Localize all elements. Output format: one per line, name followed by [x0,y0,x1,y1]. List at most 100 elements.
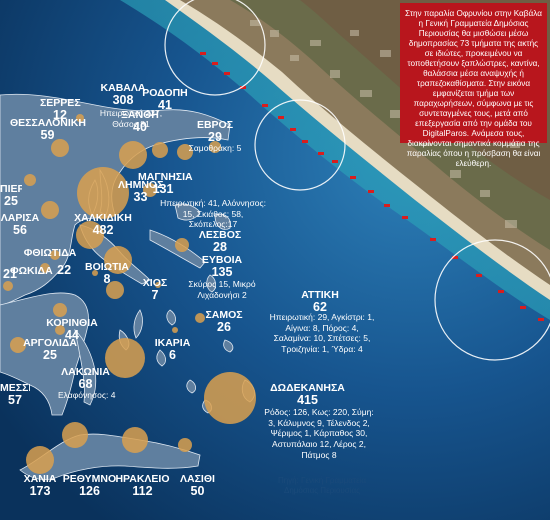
region-value: 44 [65,328,79,343]
bubble-limnos [143,183,157,197]
region-name: ΡΕΘΥΜΝΟ [62,473,117,485]
bubble-xanthi [152,142,168,158]
label-rodopi: ΡΟΔΟΠΗ 41 [140,87,190,113]
label-chalkidiki: ΧΑΛΚΙΔΙΚΗ 482 [68,212,138,237]
region-value: 22 [57,263,72,277]
bubble-lesvos [175,238,189,252]
bubble-argolida [55,325,65,335]
region-name: ΙΚΑΡΙΑ [154,337,191,349]
region-name: ΛΑΚΩΝΙΑ [61,366,110,378]
bubble-fokida [40,263,50,273]
region-name: ΧΑΝΙΑ [23,473,57,485]
bubble-larisa [41,201,59,219]
region-value: 56 [13,223,27,238]
region-value: 112 [132,484,153,499]
region-name: ΞΑΝΘΗ [121,109,159,121]
bubble-irakleio [122,427,148,453]
region-name: ΡΟΔΟΠΗ [142,87,188,99]
region-value: 7 [151,288,159,303]
bubble-fthiotida [50,250,60,260]
region-name: ΕΥΒΟΙΑ [201,254,243,266]
region-value: 6 [169,348,176,363]
bubble-evros [209,141,221,153]
bubble-magnisia [76,221,104,249]
bubble-attiki [106,281,124,299]
label-fthiotida: ΦΘΙΩΤΙΔΑ [20,247,80,259]
bubble-chalkidiki [77,167,129,219]
label-irakleio: ΗΡΑΚΛΕΙΟ 112 [115,473,170,499]
region-value: 50 [190,484,205,499]
info-box: Στην παραλία Οφρυνίου στην Καβάλα η Γενι… [400,3,547,168]
region-value: 29 [208,130,222,145]
label-evros: ΕΒΡΟΣ 29 Σαμοθράκη: 5 [185,119,245,153]
region-name: ΣΑΜΟΣ [205,309,243,321]
region-name: ΛΗΜΝΟΣ [118,179,164,191]
region-value: 415 [297,393,318,408]
bubble-lasithi [178,438,192,452]
label-serres: ΣΕΡΡΕΣ 12 [40,97,81,123]
region-name: ΚΑΒΑΛΑ [100,82,146,94]
region-value: 12 [53,108,67,123]
label-samos: ΣΑΜΟΣ 26 [200,309,248,335]
bubble-evia [104,246,132,274]
label-korinthia: ΚΟΡΙΝΘΙΑ 44 [42,317,102,343]
label-thessaloniki: ΘΕΣΣΑΛΟΝΙΚΗ 59 [10,117,86,142]
detail-dodekanisa: Ρόδος: 126, Κως: 220, Σύμη: 3, Κάλυμνος … [264,407,374,460]
region-value: 308 [112,93,134,108]
region-name: ΚΟΡΙΝΘΙΑ [46,317,98,329]
label-rethymno: ΡΕΘΥΜΝΟ 126 [62,473,117,499]
label-chania: ΧΑΝΙΑ 173 [20,473,60,498]
region-value: 28 [213,240,227,255]
region-name: ΛΕΣΒΟΣ [198,229,242,241]
region-detail: Ελαφόνησος: 4 [58,390,116,401]
region-value: 62 [313,300,327,315]
region-value: 126 [79,484,100,499]
label-argolida: ΑΡΓΟΛΙΔΑ 25 [20,337,80,363]
region-name: ΑΡΓΟΛΙΔΑ [23,337,77,349]
region-value: 8 [103,272,111,287]
label-evia: ΕΥΒΟΙΑ 135 [197,254,247,280]
bubble-achaia [3,281,13,291]
region-value: 40 [133,120,147,135]
label-kavala: ΚΑΒΑΛΑ 308 [88,82,158,108]
bubble-messinia [10,337,26,353]
region-name: ΘΕΣΣΑΛΟΝΙΚΗ [10,117,86,129]
label-fokida: ΦΩΚΙΔΑ 22 [10,262,72,279]
label-magnisia: ΜΑΓΝΗΣΙΑ 131 [138,171,193,197]
region-name: ΛΑΡΙΣΑ [0,212,40,224]
region-name: ΧΑΛΚΙΔΙΚΗ [74,212,132,224]
region-name: ΛΑΣΙΘΙ [180,473,215,485]
source-note: Πηγή: Γενική Γραμματεία Δημόσιας Περιουσ… [277,476,367,496]
bubble-serres [76,114,84,122]
detail-magnisia: Ηπειρωτική: 41, Αλόννησος: 15, Σκιάθος: … [160,198,266,230]
detail-attiki: Ηπειρωτική: 29, Αγκίστρι: 1, Αίγινα: 8, … [269,312,375,354]
region-name: ΧΙΟΣ [142,277,168,289]
region-value: 25 [43,348,57,363]
bubble-ikaria [172,327,178,333]
detail-kavala: Ηπειρωτική 227, Θάσος 81 [99,108,163,129]
label-lasithi: ΛΑΣΙΘΙ 50 [175,473,220,499]
region-name: ΕΒΡΟΣ [196,119,234,131]
label-achaia: 21 [0,267,20,281]
region-value: 135 [211,265,233,280]
bubble-thessaloniki [51,139,69,157]
label-lakonia: ΛΑΚΩΝΙΑ 68 Ελαφόνησος: 4 [58,366,116,401]
region-value: 26 [217,320,231,335]
region-value: 131 [152,182,174,197]
bubble-chios [155,282,161,288]
region-name: ΒΟΙΩΤΙΑ [85,261,129,273]
bubble-chania [26,446,54,474]
label-dodekanisa: ΔΩΔΕΚΑΝΗΣΑ 415 [265,382,350,408]
region-value: 21 [3,267,17,281]
label-messinia: ΜΕΣΣΗΝΙΑ 57 [0,383,30,407]
info-box-text: Στην παραλία Οφρυνίου στην Καβάλα η Γενι… [405,9,542,168]
label-lesvos: ΛΕΣΒΟΣ 28 [195,229,245,255]
label-limnos: ΛΗΜΝΟΣ 33 [118,179,164,204]
region-value: 41 [158,98,172,113]
label-ikaria: ΙΚΑΡΙΑ 6 [150,337,195,363]
detail-evia: Σκύρος 15, Μικρό Λιχαδονήσι 2 [188,279,256,300]
bubble-samos [195,313,205,323]
region-name: ΗΡΑΚΛΕΙΟ [115,473,170,485]
region-name: ΑΤΤΙΚΗ [301,289,339,301]
label-attiki: ΑΤΤΙΚΗ 62 [290,289,350,315]
